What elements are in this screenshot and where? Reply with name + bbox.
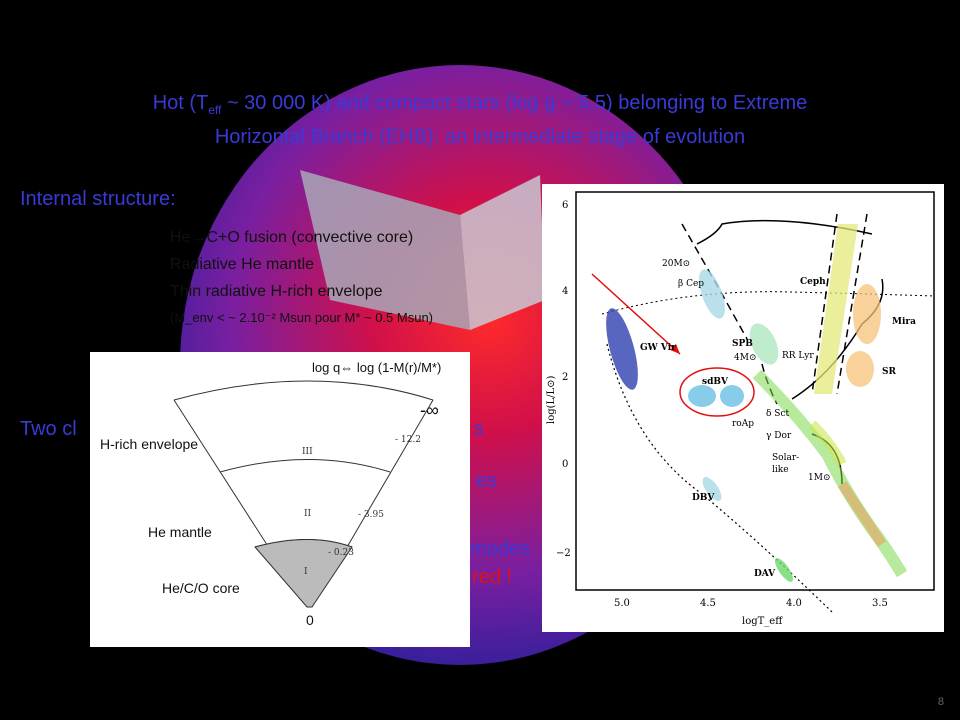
region-label-rr-lyr: RR Lyr (782, 351, 814, 361)
background-text-modes: modes (470, 538, 531, 560)
region-label-gw-vir: GW Vir (640, 343, 676, 353)
zone-label-i: I (304, 567, 308, 577)
y-tick-6: 6 (562, 200, 568, 211)
layer-label-core: He/C/O core (162, 580, 240, 596)
region-label-delta-sct: δ Sct (766, 409, 789, 419)
region-label-ceph: Ceph (800, 277, 826, 287)
x-tick-4-5: 4.5 (700, 598, 716, 609)
layer-label-mantle: He mantle (148, 524, 212, 540)
zero-label: 0 (306, 612, 314, 628)
y-tick-2: 2 (562, 372, 568, 383)
structure-line-envelope: Thin radiative H-rich envelope (170, 283, 383, 300)
structure-wedge-panel: log q⇔ log (1-M(r)/M*) -∞ III II I - 12.… (90, 352, 470, 647)
hr-diagram: 6 4 2 0 −2 log(L/L⊙) 5.0 4.5 4.0 3.5 log… (546, 191, 935, 627)
y-tick-minus-2: −2 (556, 548, 571, 559)
tick-label-12-2: - 12.2 (395, 435, 421, 445)
x-axis-label: logT_eff (742, 616, 783, 627)
wedge-diagram: III II I - 12.2 - 3.95 - 0.23 (173, 380, 434, 608)
y-axis-label: log(L/L⊙) (546, 375, 557, 424)
zone-label-iii: III (302, 447, 313, 457)
background-text-es: es (476, 470, 498, 492)
internal-structure-heading: Internal structure: (20, 188, 176, 210)
slide-title: Hot (Teff ~ 30 000 K) and compact stars … (152, 92, 808, 148)
region-label-spb: SPB (732, 339, 753, 349)
structure-line-mantle: Radiative He mantle (170, 256, 315, 273)
y-tick-0: 0 (562, 459, 568, 470)
two-classes-text: Two cl (20, 418, 77, 440)
log-q-axis-label: log q⇔ log (1-M(r)/M*) (312, 360, 442, 375)
tick-label-0-23: - 0.23 (328, 548, 354, 558)
region-label-sdbv: sdBV (702, 377, 729, 387)
region-label-mira: Mira (892, 317, 916, 327)
region-label-roap: roAp (732, 419, 754, 429)
layer-label-envelope: H-rich envelope (100, 436, 199, 452)
region-label-beta-cep: β Cep (678, 279, 704, 289)
x-tick-4-0: 4.0 (786, 598, 802, 609)
y-tick-4: 4 (562, 286, 568, 297)
zone-label-ii: II (304, 509, 312, 519)
region-label-1msun: 1M⊙ (808, 473, 830, 483)
x-tick-5-0: 5.0 (614, 598, 630, 609)
hr-diagram-panel: 6 4 2 0 −2 log(L/L⊙) 5.0 4.5 4.0 3.5 log… (542, 184, 944, 632)
region-label-sr: SR (882, 367, 896, 377)
x-tick-3-5: 3.5 (872, 598, 888, 609)
region-label-solar: Solar- (772, 453, 799, 463)
region-label-4msun: 4M⊙ (734, 353, 756, 363)
background-text-red: red ! (472, 566, 513, 588)
region-label-dbv: DBV (692, 493, 715, 503)
region-label-like: like (772, 465, 789, 475)
structure-line-envelope-mass: (M_env < ~ 2.10⁻² Msun pour M* ~ 0.5 Msu… (170, 310, 434, 325)
structure-line-core: He→C+O fusion (convective core) (170, 229, 414, 246)
region-label-20msun: 20M⊙ (662, 259, 690, 269)
page-number: 8 (937, 696, 944, 708)
region-label-dav: DAV (754, 569, 776, 579)
tick-label-3-95: - 3.95 (358, 510, 384, 520)
two-classes-text-end: s (474, 418, 484, 440)
region-label-gamma-dor: γ Dor (766, 431, 792, 441)
